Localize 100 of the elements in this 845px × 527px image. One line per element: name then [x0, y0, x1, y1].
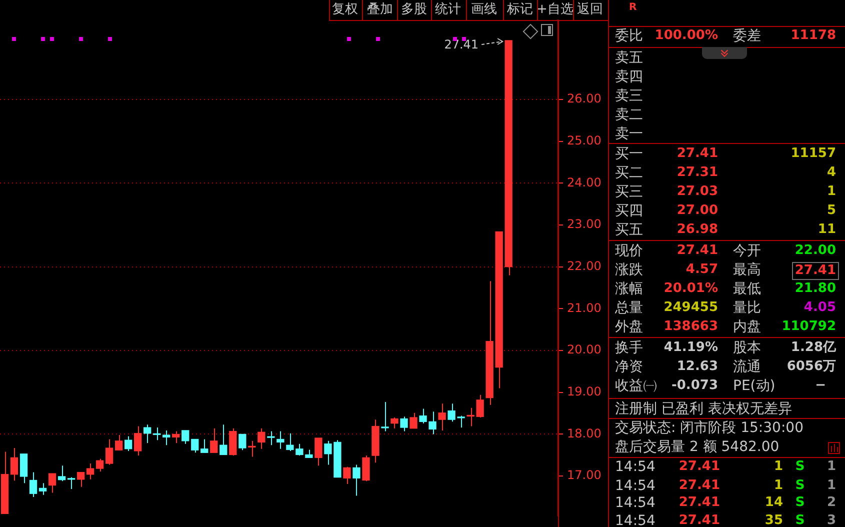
text: 涨幅 — [615, 281, 643, 297]
text: 14:54 — [615, 513, 656, 527]
candlestick — [362, 455, 370, 482]
candlestick — [134, 426, 142, 456]
text: 110792 — [782, 319, 836, 335]
candlestick — [96, 458, 104, 472]
candlestick — [172, 430, 180, 444]
candlestick — [124, 436, 132, 452]
text: -0.073 — [671, 378, 718, 394]
text: 委比 — [615, 28, 643, 44]
text: S — [795, 459, 805, 475]
text: 量比 — [733, 300, 761, 316]
y-tick-label: 25.00 — [567, 133, 602, 148]
text: 复权 — [332, 2, 358, 18]
candlestick — [400, 416, 408, 432]
candlestick — [144, 424, 152, 444]
text: 6056万 — [786, 359, 836, 375]
candlestick — [58, 465, 66, 482]
text: 卖四 — [615, 69, 643, 85]
candlestick — [238, 434, 246, 451]
candlestick — [210, 428, 218, 454]
text: 27.31 — [676, 165, 718, 181]
text: 26.98 — [676, 222, 718, 238]
text: S — [795, 478, 805, 494]
y-tick-label: 26.00 — [567, 92, 602, 106]
text: 买三 — [615, 184, 643, 200]
text: 4.57 — [686, 262, 718, 278]
text: R — [629, 1, 637, 15]
candlestick — [10, 448, 18, 482]
candlestick — [200, 438, 208, 454]
candlestick — [267, 430, 275, 446]
candlestick — [182, 430, 190, 444]
text: 11 — [818, 222, 836, 238]
text: 14 — [764, 495, 783, 511]
candlestick — [314, 437, 322, 466]
text: 249455 — [664, 300, 718, 316]
text: 买一 — [615, 146, 643, 162]
y-tick-label: 20.00 — [567, 342, 602, 357]
text: 最低 — [733, 281, 761, 297]
text: PE(动) — [733, 378, 776, 394]
text: 20.01% — [664, 281, 718, 297]
text: 今开 — [733, 243, 761, 259]
text: 4.05 — [804, 300, 836, 316]
candlestick — [343, 466, 351, 484]
text: 总量 — [615, 300, 643, 316]
text: 交易状态: 闭市阶段 15:30:00 — [615, 420, 804, 436]
text: 外盘 — [615, 319, 643, 335]
text: 卖一 — [615, 126, 643, 142]
text: − — [815, 378, 826, 394]
y-tick-label: 21.00 — [567, 300, 602, 315]
text: 41.19% — [664, 340, 718, 356]
candlestick — [48, 473, 56, 494]
text: 流通 — [733, 359, 761, 375]
text: 画线 — [471, 2, 497, 18]
text: 盘后交易量 2 额 5482.00 — [615, 439, 780, 455]
candlestick — [410, 412, 418, 429]
candlestick — [76, 472, 85, 488]
text: 卖五 — [615, 50, 643, 66]
text: 换手 — [615, 340, 643, 356]
text: 27.00 — [676, 203, 718, 219]
y-tick-label: 18.00 — [567, 426, 602, 440]
text: 委差 — [733, 28, 761, 44]
text: 买五 — [615, 222, 643, 238]
candlestick — [191, 438, 199, 454]
text: 1.28亿 — [790, 340, 836, 356]
text: 27.41 — [678, 495, 720, 511]
candlestick — [29, 472, 38, 498]
text: S — [795, 513, 805, 527]
y-tick-label: 22.00 — [567, 258, 602, 273]
candlestick — [258, 428, 266, 450]
text: 35 — [764, 513, 783, 527]
text: 买四 — [615, 203, 643, 219]
y-tick-label: 23.00 — [567, 217, 602, 232]
text: 27.41 — [678, 513, 720, 527]
text: 27.41 — [792, 262, 839, 280]
text: 买二 — [615, 165, 643, 181]
text: +自选 — [536, 2, 574, 18]
annotation: 27.41 — [444, 38, 479, 52]
text: 卖二 — [615, 107, 643, 123]
text: 标记 — [507, 2, 533, 18]
text: 11178 — [790, 28, 836, 44]
text: 5 — [826, 203, 836, 219]
text: 返回 — [577, 2, 603, 18]
text: 4 — [826, 165, 836, 181]
text: 27.41 — [676, 146, 718, 162]
candlestick — [105, 438, 114, 466]
text: 27.41 — [676, 243, 718, 259]
text: 27.41 — [678, 478, 720, 494]
y-tick-label: 17.00 — [567, 468, 602, 482]
text: 100.00% — [654, 28, 718, 44]
text: S — [795, 495, 805, 511]
text: 3 — [826, 513, 836, 527]
text: 14:54 — [615, 478, 656, 494]
text: 统计 — [435, 2, 461, 18]
candlestick — [276, 430, 284, 450]
text: 27.41 — [678, 459, 720, 475]
text: 净资 — [615, 359, 643, 375]
text: 涨跌 — [615, 262, 643, 278]
text: 注册制 已盈利 表决权无差异 — [615, 401, 792, 417]
text: 1 — [826, 184, 836, 200]
